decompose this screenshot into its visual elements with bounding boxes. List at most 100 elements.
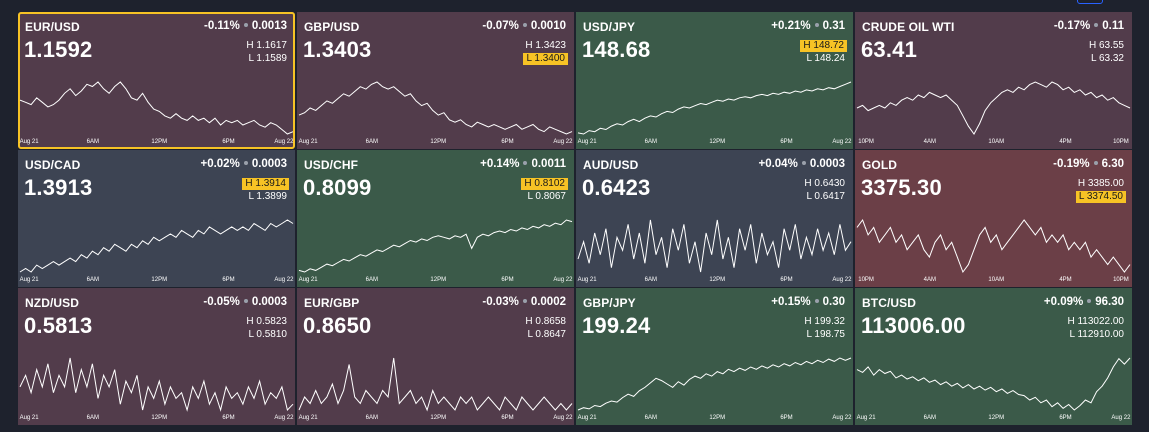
time-tick-label: Aug 22	[274, 415, 294, 421]
separator-dot-icon	[243, 160, 248, 165]
change-readout: -0.07% 0.0010	[482, 20, 566, 32]
price-line	[298, 219, 573, 273]
change-percent: -0.17%	[1053, 20, 1091, 32]
price-line	[856, 218, 1131, 274]
time-tick-label: 6AM	[365, 139, 378, 145]
time-tick-label: Aug 22	[1111, 415, 1131, 421]
time-tick-label: 4AM	[923, 277, 936, 283]
change-percent: -0.11%	[204, 20, 240, 32]
day-high: H 1.3914	[242, 178, 289, 190]
last-price: 0.8650	[303, 313, 372, 338]
time-tick-label: Aug 22	[553, 415, 573, 421]
sparkline-chart	[298, 357, 573, 412]
time-tick-label: 4PM	[1059, 139, 1072, 145]
symbol-label: GBP/JPY	[583, 296, 636, 310]
change-readout: -0.17% 0.11	[1054, 20, 1124, 32]
tile-usdchf[interactable]: USD/CHF 0.8099 +0.14% 0.0011 H 0.8102 L 0.806…	[297, 150, 574, 287]
change-readout: -0.11% 0.0013	[204, 20, 287, 32]
time-tick-label: 10PM	[1113, 139, 1129, 145]
change-percent: +0.02%	[200, 158, 240, 170]
time-tick-label: 6AM	[365, 277, 378, 283]
layout-button[interactable]	[1077, 0, 1103, 4]
change-absolute: 0.30	[822, 296, 845, 308]
symbol-label: BTC/USD	[862, 296, 917, 310]
time-tick-label: Aug 21	[19, 277, 39, 283]
time-tick-label: Aug 22	[832, 139, 852, 145]
tile-crude-oil-wti[interactable]: CRUDE OIL WTI 63.41 -0.17% 0.11 H 63.55 L 63.…	[855, 12, 1132, 149]
tile-gbpjpy[interactable]: GBP/JPY 199.24 +0.15% 0.30 H 199.32 L 198.75 A…	[576, 288, 853, 425]
change-readout: -0.19% 6.30	[1053, 158, 1124, 170]
time-tick-label: 6PM	[222, 139, 235, 145]
time-tick-label: Aug 21	[577, 277, 597, 283]
change-readout: +0.02% 0.0003	[200, 158, 287, 170]
time-axis: Aug 21 6AM 12PM 6PM Aug 22	[576, 277, 853, 285]
tile-gold[interactable]: GOLD 3375.30 -0.19% 6.30 H 3385.00 L 3374.50 1…	[855, 150, 1132, 287]
separator-dot-icon	[522, 298, 527, 303]
time-tick-label: Aug 21	[577, 415, 597, 421]
tile-usdcad[interactable]: USD/CAD 1.3913 +0.02% 0.0003 H 1.3914 L 1.389…	[18, 150, 295, 287]
sparkline-chart	[19, 81, 294, 135]
day-high: H 148.72	[800, 40, 847, 52]
time-tick-label: 12PM	[151, 415, 168, 421]
time-tick-label: Aug 21	[19, 415, 39, 421]
change-readout: +0.04% 0.0003	[758, 158, 845, 170]
sparkline-chart	[577, 357, 852, 411]
day-low: L 63.32	[1091, 53, 1124, 64]
sparkline-chart	[298, 81, 573, 135]
sparkline-chart	[19, 219, 294, 273]
tile-eurgbp[interactable]: EUR/GBP 0.8650 -0.03% 0.0002 H 0.8658 L 0.864…	[297, 288, 574, 425]
separator-dot-icon	[814, 298, 819, 303]
time-tick-label: 6PM	[501, 277, 514, 283]
sparkline-chart	[19, 357, 294, 412]
time-tick-label: Aug 21	[298, 415, 318, 421]
separator-dot-icon	[523, 160, 528, 165]
last-price: 0.8099	[303, 175, 372, 200]
time-axis: Aug 21 6AM 12PM 6PM Aug 22	[576, 139, 853, 147]
change-absolute: 0.0011	[531, 158, 566, 170]
day-high: H 1.3423	[525, 40, 566, 51]
symbol-label: EUR/GBP	[304, 296, 360, 310]
price-line	[856, 81, 1131, 135]
day-high: H 1.1617	[246, 40, 287, 51]
day-high: H 0.5823	[246, 316, 287, 327]
time-tick-label: 12PM	[988, 415, 1005, 421]
time-tick-label: Aug 21	[856, 415, 876, 421]
time-axis: Aug 21 6AM 12PM 6PM Aug 22	[297, 415, 574, 423]
time-axis: Aug 21 6AM 12PM 6PM Aug 22	[18, 277, 295, 285]
change-readout: +0.09% 96.30	[1044, 296, 1124, 308]
top-bar	[0, 0, 1149, 12]
change-percent: +0.21%	[771, 20, 811, 32]
day-low: L 112910.00	[1069, 329, 1125, 340]
tile-usdjpy[interactable]: USD/JPY 148.68 +0.21% 0.31 H 148.72 L 148.24 A…	[576, 12, 853, 149]
time-tick-label: 6PM	[780, 139, 793, 145]
tile-btcusd[interactable]: BTC/USD 113006.00 +0.09% 96.30 H 113022.00 L …	[855, 288, 1132, 425]
time-tick-label: 6AM	[365, 415, 378, 421]
change-absolute: 0.0010	[530, 20, 566, 32]
price-line	[298, 357, 573, 412]
tile-gbpusd[interactable]: GBP/USD 1.3403 -0.07% 0.0010 H 1.3423 L 1.340…	[297, 12, 574, 149]
change-percent: -0.05%	[203, 296, 240, 308]
price-line	[298, 81, 573, 135]
symbol-label: USD/CAD	[25, 158, 81, 172]
last-price: 1.1592	[24, 37, 93, 62]
time-tick-label: 6PM	[780, 277, 793, 283]
day-low: L 0.6417	[806, 191, 845, 202]
tile-eurusd[interactable]: EUR/USD 1.1592 -0.11% 0.0013 H 1.1617 L 1.158…	[18, 12, 295, 149]
tile-nzdusd[interactable]: NZD/USD 0.5813 -0.05% 0.0003 H 0.5823 L 0.581…	[18, 288, 295, 425]
change-percent: +0.14%	[480, 158, 520, 170]
time-tick-label: 10PM	[858, 139, 874, 145]
day-high: H 199.32	[804, 316, 845, 327]
change-absolute: 0.0003	[251, 296, 287, 308]
last-price: 63.41	[861, 37, 918, 62]
tile-audusd[interactable]: AUD/USD 0.6423 +0.04% 0.0003 H 0.6430 L 0.641…	[576, 150, 853, 287]
separator-dot-icon	[814, 22, 819, 27]
time-tick-label: 6AM	[644, 415, 657, 421]
separator-dot-icon	[1094, 22, 1099, 27]
time-tick-label: 6AM	[644, 277, 657, 283]
last-price: 148.68	[582, 37, 651, 62]
separator-dot-icon	[1093, 160, 1098, 165]
change-readout: -0.05% 0.0003	[203, 296, 287, 308]
price-line	[19, 219, 294, 273]
time-axis: Aug 21 6AM 12PM 6PM Aug 22	[297, 277, 574, 285]
time-tick-label: 10PM	[1113, 277, 1129, 283]
